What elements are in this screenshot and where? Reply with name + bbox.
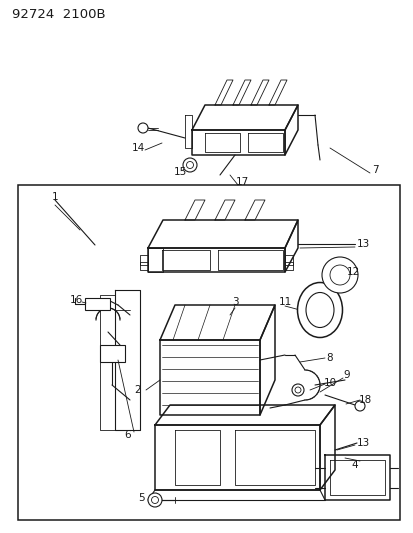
Ellipse shape	[305, 293, 333, 327]
Circle shape	[329, 265, 349, 285]
Text: 9: 9	[343, 370, 349, 380]
Text: 3: 3	[231, 297, 238, 307]
Circle shape	[138, 123, 147, 133]
Circle shape	[354, 401, 364, 411]
Text: 92724  2100B: 92724 2100B	[12, 8, 105, 21]
Text: 17: 17	[235, 177, 248, 187]
Circle shape	[294, 387, 300, 393]
Text: 12: 12	[346, 267, 359, 277]
Text: 2: 2	[134, 385, 141, 395]
Text: 4: 4	[351, 460, 357, 470]
Circle shape	[147, 493, 161, 507]
Bar	[100, 345, 125, 362]
Circle shape	[151, 497, 158, 504]
Circle shape	[291, 384, 303, 396]
Text: 11: 11	[278, 297, 291, 307]
Text: 15: 15	[173, 167, 186, 177]
Text: 18: 18	[358, 395, 371, 405]
Text: 8: 8	[326, 353, 332, 363]
Text: 6: 6	[124, 430, 131, 440]
Text: 14: 14	[131, 143, 144, 153]
Text: 16: 16	[69, 295, 83, 305]
Text: 7: 7	[371, 165, 377, 175]
Text: 13: 13	[356, 438, 369, 448]
Text: 10: 10	[323, 378, 336, 388]
Text: 5: 5	[138, 493, 145, 503]
Text: 1: 1	[52, 192, 58, 202]
Bar	[18, 185, 399, 520]
Circle shape	[186, 161, 193, 168]
Ellipse shape	[297, 282, 342, 337]
Circle shape	[183, 158, 197, 172]
Bar	[85, 298, 110, 310]
Text: 13: 13	[356, 239, 369, 249]
Circle shape	[321, 257, 357, 293]
